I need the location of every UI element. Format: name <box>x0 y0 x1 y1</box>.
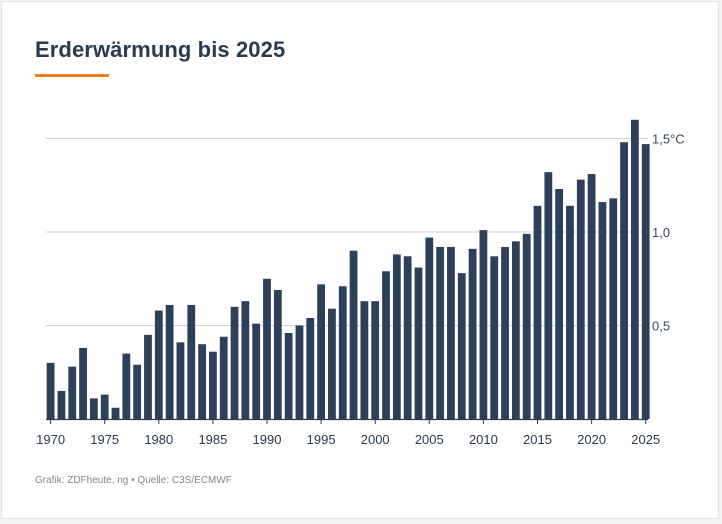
bar-2007 <box>447 246 455 419</box>
x-tick-label: 1995 <box>307 432 336 447</box>
bar-1995 <box>317 284 325 419</box>
x-axis: 1970 1975 1980 1985 1990 1995 2000 2005 2010 2015… <box>36 418 660 447</box>
x-tick-label: 2020 <box>577 432 606 447</box>
bar-1986 <box>219 336 228 419</box>
x-tick-label: 2015 <box>523 432 552 447</box>
bar-1984 <box>198 344 206 419</box>
bar-1973 <box>79 347 87 419</box>
bar-2002 <box>392 254 401 419</box>
bar-1992 <box>284 332 293 419</box>
bar-1989 <box>252 323 261 419</box>
x-tick-label: 2010 <box>469 432 498 447</box>
x-tick-label: 1970 <box>36 432 65 447</box>
bar-2009 <box>468 248 477 419</box>
bar-2019 <box>576 179 585 419</box>
bar-1976 <box>111 407 120 419</box>
bar-1993 <box>295 325 304 419</box>
bar-1994 <box>306 318 315 419</box>
bar-chart: 1970 1975 1980 1985 1990 1995 2000 2005 2010 2015… <box>36 119 685 447</box>
bar-1998 <box>349 250 358 419</box>
chart-title: Erderwärmung bis 2025 <box>35 37 286 62</box>
bar-2004 <box>414 267 423 419</box>
bar-2014 <box>522 233 531 419</box>
bar-1987 <box>230 306 239 419</box>
bar-2024 <box>630 119 639 420</box>
x-tick-label: 2025 <box>631 432 660 447</box>
x-tick-label: 2005 <box>415 432 444 447</box>
bar-1971 <box>57 390 66 419</box>
bar-1996 <box>328 308 336 419</box>
bar-2010 <box>479 230 488 419</box>
bar-1981 <box>165 304 174 419</box>
bar-2025 <box>641 144 650 420</box>
x-tick-label: 1980 <box>144 432 173 447</box>
bar-2008 <box>457 273 466 419</box>
bar-1985 <box>209 351 217 419</box>
bar-1983 <box>187 304 196 419</box>
x-tick-label: 1975 <box>90 432 119 447</box>
bar-2012 <box>501 246 509 419</box>
bar-2016 <box>544 172 553 419</box>
bar-1975 <box>100 394 109 419</box>
bar-2006 <box>436 246 445 419</box>
bar-2001 <box>382 271 390 419</box>
bar-2003 <box>403 256 412 419</box>
bar-2020 <box>587 174 596 419</box>
bar-1991 <box>273 289 282 419</box>
bar-2000 <box>371 301 380 419</box>
bar-1988 <box>241 301 250 419</box>
bar-2005 <box>425 237 434 419</box>
bar-2021 <box>598 202 607 419</box>
bar-2022 <box>609 198 618 419</box>
x-tick-label: 1990 <box>253 432 282 447</box>
source-note: Grafik: ZDFheute, ng • Quelle: C3S/ECMWF <box>35 475 232 486</box>
bar-2017 <box>555 188 564 419</box>
bar-1977 <box>122 353 131 419</box>
y-tick-label: 1,5°C <box>652 132 685 147</box>
bar-1978 <box>133 364 142 419</box>
x-tick-label: 2000 <box>361 432 390 447</box>
bar-1979 <box>144 334 152 419</box>
bar-1980 <box>154 310 163 419</box>
bar-1974 <box>89 398 98 419</box>
bar-2015 <box>533 205 542 419</box>
y-tick-label: 1,0 <box>652 225 670 240</box>
bar-2018 <box>566 205 574 419</box>
title-accent-line <box>35 74 109 77</box>
bar-1972 <box>68 366 77 419</box>
bars <box>46 119 650 420</box>
bar-1997 <box>338 286 347 419</box>
bar-1970 <box>46 362 55 419</box>
bar-2013 <box>511 241 520 419</box>
y-tick-label: 0,5 <box>652 319 670 334</box>
bar-1990 <box>263 278 271 419</box>
y-axis-tick-labels: 0,5 1,0 1,5°C <box>652 132 685 334</box>
bar-1982 <box>176 342 185 419</box>
bar-1999 <box>360 301 369 419</box>
bar-2011 <box>490 256 499 419</box>
x-tick-label: 1985 <box>198 432 227 447</box>
bar-2023 <box>620 142 628 420</box>
